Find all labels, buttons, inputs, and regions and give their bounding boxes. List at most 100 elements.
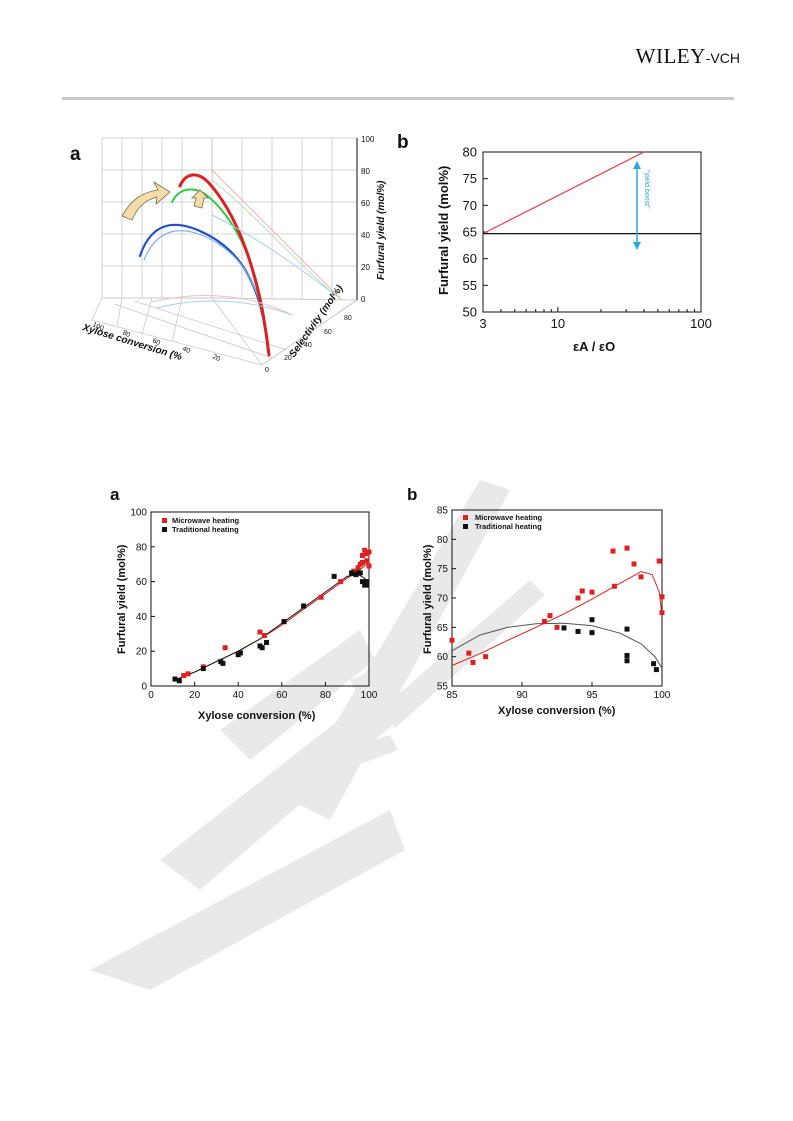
figure1-panel-a: a 100 80 60 40 20 0 Furfural yield (mol%… — [70, 135, 387, 374]
x-tick-label: 20 — [189, 690, 201, 701]
curve-light-blue — [143, 230, 269, 353]
y-tick-label: 40 — [136, 612, 148, 623]
data-point — [237, 650, 243, 656]
data-point — [579, 588, 585, 594]
z-tick: 100 — [361, 135, 375, 144]
y-axis-ticks: 80 75 70 65 60 55 50 — [463, 145, 488, 320]
y-tick-label: 100 — [130, 508, 147, 519]
data-point — [364, 579, 370, 585]
y-tick-label: 20 — [136, 647, 148, 658]
data-point — [362, 547, 368, 553]
data-point — [222, 645, 228, 651]
x-tick: 80 — [121, 329, 131, 339]
y-tick-label: 65 — [463, 225, 477, 240]
data-point — [575, 595, 581, 601]
x-tick-label: 100 — [690, 316, 712, 331]
data-point — [176, 678, 182, 684]
z-tick: 20 — [361, 263, 370, 272]
data-point — [653, 667, 659, 673]
y-axis-label: Furfural yield (mol%) — [436, 166, 451, 295]
figure1-panel-b: b 80 75 70 65 60 55 50 3 10 100 Furfural yield (… — [397, 132, 712, 354]
data-point — [449, 637, 455, 643]
y-tick: 40 — [304, 342, 312, 349]
y-tick-label: 80 — [136, 542, 148, 553]
y-tick-label: 65 — [437, 623, 449, 634]
x-tick-label: 85 — [446, 690, 458, 701]
curve-pink-proj — [211, 169, 343, 301]
x-tick-label: 40 — [233, 690, 245, 701]
legend: Microwave heating Traditional heating — [162, 516, 240, 534]
y-tick: 60 — [324, 329, 332, 336]
x-tick-label: 3 — [479, 316, 486, 331]
data-point — [611, 583, 617, 589]
data-point — [366, 549, 372, 555]
data-point — [359, 553, 365, 558]
data-point — [259, 645, 265, 651]
x-tick: 40 — [181, 345, 191, 355]
data-point — [318, 594, 324, 600]
x-axis-ticks: 85 90 95 100 — [446, 682, 671, 701]
z-axis-label: Furfural yield (mol%) — [376, 180, 387, 280]
legend-label-microwave: Microwave heating — [475, 513, 543, 522]
data-point — [624, 652, 630, 658]
x-tick: 100 — [91, 321, 105, 332]
curve-blue — [138, 223, 270, 354]
curve-green-proj — [211, 179, 343, 301]
y-tick-label: 85 — [437, 506, 449, 517]
figure2-panel-a: a 100 80 60 40 20 0 0 20 40 60 80 100 Microwave he… — [110, 485, 378, 722]
y-tick-label: 80 — [463, 145, 477, 160]
x-axis-label: Xylose conversion (% — [80, 322, 183, 363]
y-tick-label: 75 — [437, 564, 449, 575]
y-axis-label: Furfural yield (mol%) — [116, 544, 128, 654]
x-axis-label: εA / εO — [573, 339, 615, 354]
x-tick-label: 100 — [654, 690, 671, 701]
y-tick-label: 80 — [437, 535, 449, 546]
floor-proj-1 — [151, 295, 293, 316]
fit-curve — [451, 622, 663, 669]
y-tick-label: 60 — [136, 577, 148, 588]
plot-frame — [482, 151, 702, 313]
data-point — [651, 661, 657, 667]
data-point — [610, 548, 616, 554]
z-tick: 40 — [361, 231, 370, 240]
y-tick: 0 — [265, 367, 269, 374]
panel-label-a: a — [110, 485, 120, 504]
chart-lines — [482, 151, 701, 235]
x-axis-ticks: 100 80 60 40 20 — [91, 321, 221, 363]
data-points — [449, 545, 665, 673]
panel-label-b: b — [397, 132, 409, 153]
z-tick: 80 — [361, 167, 370, 176]
data-point — [624, 545, 630, 551]
data-point — [589, 617, 595, 623]
3d-grid — [91, 137, 359, 366]
data-point — [172, 676, 178, 682]
curve-red — [178, 173, 271, 357]
legend-label-traditional: Traditional heating — [475, 522, 542, 531]
x-axis-label: Xylose conversion (%) — [198, 710, 316, 722]
data-point — [359, 559, 365, 565]
z-axis-ticks: 100 80 60 40 20 0 — [361, 135, 375, 304]
data-point — [357, 570, 363, 576]
data-point — [264, 640, 270, 645]
panel-label-b: b — [407, 485, 417, 504]
y-tick-label: 55 — [437, 682, 449, 693]
data-point — [349, 570, 355, 576]
data-point — [483, 654, 489, 660]
y-tick: 20 — [284, 355, 292, 362]
data-point — [589, 589, 595, 595]
y-axis-ticks: 85 80 75 70 65 60 55 — [437, 506, 456, 693]
data-point — [359, 579, 365, 585]
figure2-panel-b: b 85 80 75 70 65 60 55 85 90 95 100 Microwave hea… — [407, 485, 671, 717]
data-point — [470, 660, 476, 666]
data-point — [355, 565, 361, 571]
series-line — [482, 151, 645, 235]
fit-curve — [451, 571, 663, 666]
x-tick-label: 100 — [361, 690, 378, 701]
x-tick: 20 — [211, 353, 221, 363]
x-tick: 60 — [151, 337, 161, 347]
legend-marker-traditional — [463, 524, 468, 529]
data-point — [185, 671, 191, 677]
y-tick-label: 75 — [463, 171, 477, 186]
data-point — [364, 582, 370, 588]
x-tick-label: 80 — [320, 690, 332, 701]
